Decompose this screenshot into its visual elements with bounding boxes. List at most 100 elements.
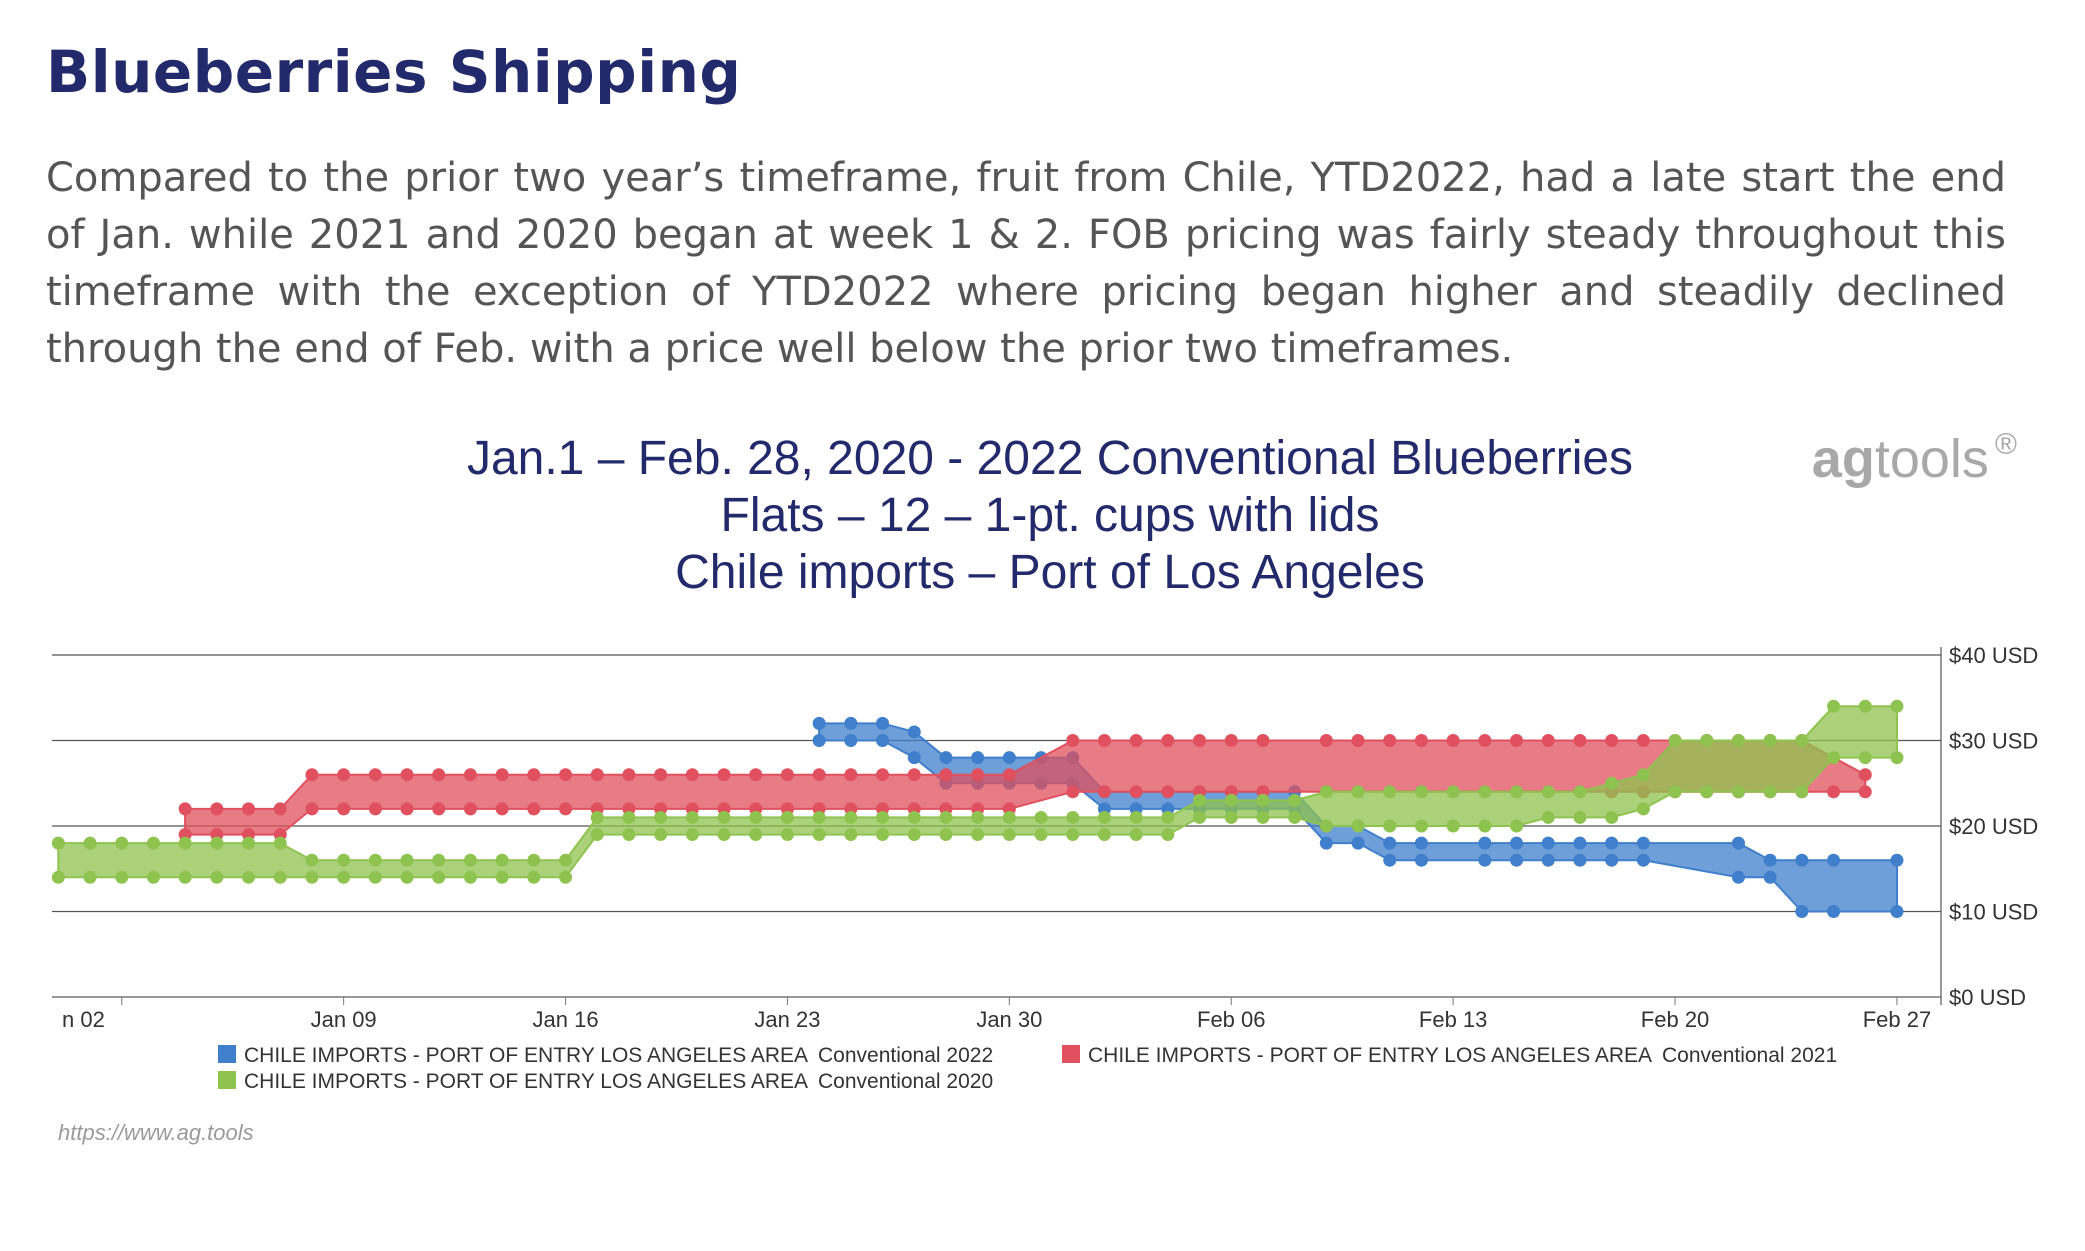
data-point-high[interactable] [1066,810,1080,824]
data-point-high[interactable] [1002,810,1016,824]
data-point-high[interactable] [1256,734,1270,747]
data-point-low[interactable] [1668,785,1682,799]
data-point-high[interactable] [1668,734,1682,747]
legend-swatch-2[interactable] [218,1071,236,1089]
data-point-high[interactable] [1510,836,1524,850]
data-point-high[interactable] [559,853,573,867]
data-point-low[interactable] [1541,810,1555,824]
data-point-high[interactable] [1636,734,1650,747]
data-point-high[interactable] [1795,734,1809,747]
data-point-high[interactable] [115,836,129,850]
data-point-low[interactable] [305,802,319,816]
data-point-high[interactable] [1890,853,1904,867]
data-point-low[interactable] [1795,785,1809,799]
data-point-low[interactable] [1034,828,1048,842]
data-point-low[interactable] [495,802,509,816]
data-point-high[interactable] [939,751,953,765]
data-point-low[interactable] [590,828,604,842]
data-point-high[interactable] [876,810,890,824]
data-point-low[interactable] [400,870,414,884]
data-point-low[interactable] [1858,751,1872,765]
data-point-low[interactable] [1256,810,1270,824]
data-point-low[interactable] [780,828,794,842]
data-point-low[interactable] [1763,870,1777,884]
data-point-low[interactable] [305,870,319,884]
data-point-low[interactable] [178,870,192,884]
data-point-high[interactable] [559,768,573,782]
data-point-high[interactable] [812,716,826,730]
data-point-high[interactable] [971,810,985,824]
data-point-low[interactable] [1636,802,1650,816]
data-point-high[interactable] [495,768,509,782]
data-point-high[interactable] [654,768,668,782]
data-point-high[interactable] [1827,699,1841,713]
data-point-high[interactable] [1731,836,1745,850]
data-point-low[interactable] [432,870,446,884]
data-point-high[interactable] [1446,785,1460,799]
data-point-low[interactable] [844,828,858,842]
data-point-low[interactable] [1097,785,1111,799]
data-point-low[interactable] [1510,819,1524,833]
data-point-low[interactable] [876,734,890,747]
data-point-low[interactable] [337,802,351,816]
data-point-high[interactable] [1319,734,1333,747]
data-point-high[interactable] [622,810,636,824]
data-point-high[interactable] [971,768,985,782]
data-point-high[interactable] [337,768,351,782]
data-point-low[interactable] [1351,819,1365,833]
data-point-high[interactable] [1319,785,1333,799]
data-point-high[interactable] [432,768,446,782]
data-point-high[interactable] [210,836,224,850]
data-point-high[interactable] [654,810,668,824]
data-point-high[interactable] [844,716,858,730]
data-point-high[interactable] [1256,793,1270,807]
data-point-high[interactable] [1478,836,1492,850]
data-point-low[interactable] [971,828,985,842]
data-point-low[interactable] [1636,853,1650,867]
data-point-low[interactable] [1446,819,1460,833]
data-point-high[interactable] [1224,734,1238,747]
data-point-low[interactable] [527,870,541,884]
data-point-high[interactable] [876,716,890,730]
data-point-high[interactable] [1129,734,1143,747]
data-point-high[interactable] [51,836,65,850]
data-point-high[interactable] [717,768,731,782]
data-point-high[interactable] [1858,699,1872,713]
data-point-high[interactable] [1700,734,1714,747]
data-point-high[interactable] [1510,785,1524,799]
data-point-low[interactable] [1731,870,1745,884]
data-point-high[interactable] [685,768,699,782]
data-point-high[interactable] [273,836,287,850]
data-point-high[interactable] [907,810,921,824]
data-point-high[interactable] [1193,793,1207,807]
data-point-low[interactable] [1414,853,1428,867]
data-point-high[interactable] [273,802,287,816]
data-point-high[interactable] [844,810,858,824]
data-point-low[interactable] [1129,785,1143,799]
data-point-low[interactable] [654,828,668,842]
data-point-high[interactable] [1605,776,1619,790]
data-point-high[interactable] [1097,734,1111,747]
data-point-low[interactable] [1605,810,1619,824]
data-point-low[interactable] [1414,819,1428,833]
data-point-high[interactable] [146,836,160,850]
data-point-high[interactable] [907,725,921,739]
data-point-low[interactable] [685,828,699,842]
data-point-low[interactable] [1224,810,1238,824]
data-point-high[interactable] [1161,810,1175,824]
data-point-high[interactable] [1351,734,1365,747]
data-point-low[interactable] [400,802,414,816]
data-point-low[interactable] [1763,785,1777,799]
data-point-high[interactable] [939,768,953,782]
data-point-high[interactable] [1446,734,1460,747]
legend-swatch-0[interactable] [218,1045,236,1063]
data-point-high[interactable] [1129,810,1143,824]
data-point-high[interactable] [812,768,826,782]
data-point-high[interactable] [495,853,509,867]
data-point-low[interactable] [1129,828,1143,842]
data-point-high[interactable] [844,768,858,782]
data-point-high[interactable] [242,836,256,850]
data-point-low[interactable] [242,870,256,884]
data-point-high[interactable] [1351,785,1365,799]
data-point-low[interactable] [1193,810,1207,824]
